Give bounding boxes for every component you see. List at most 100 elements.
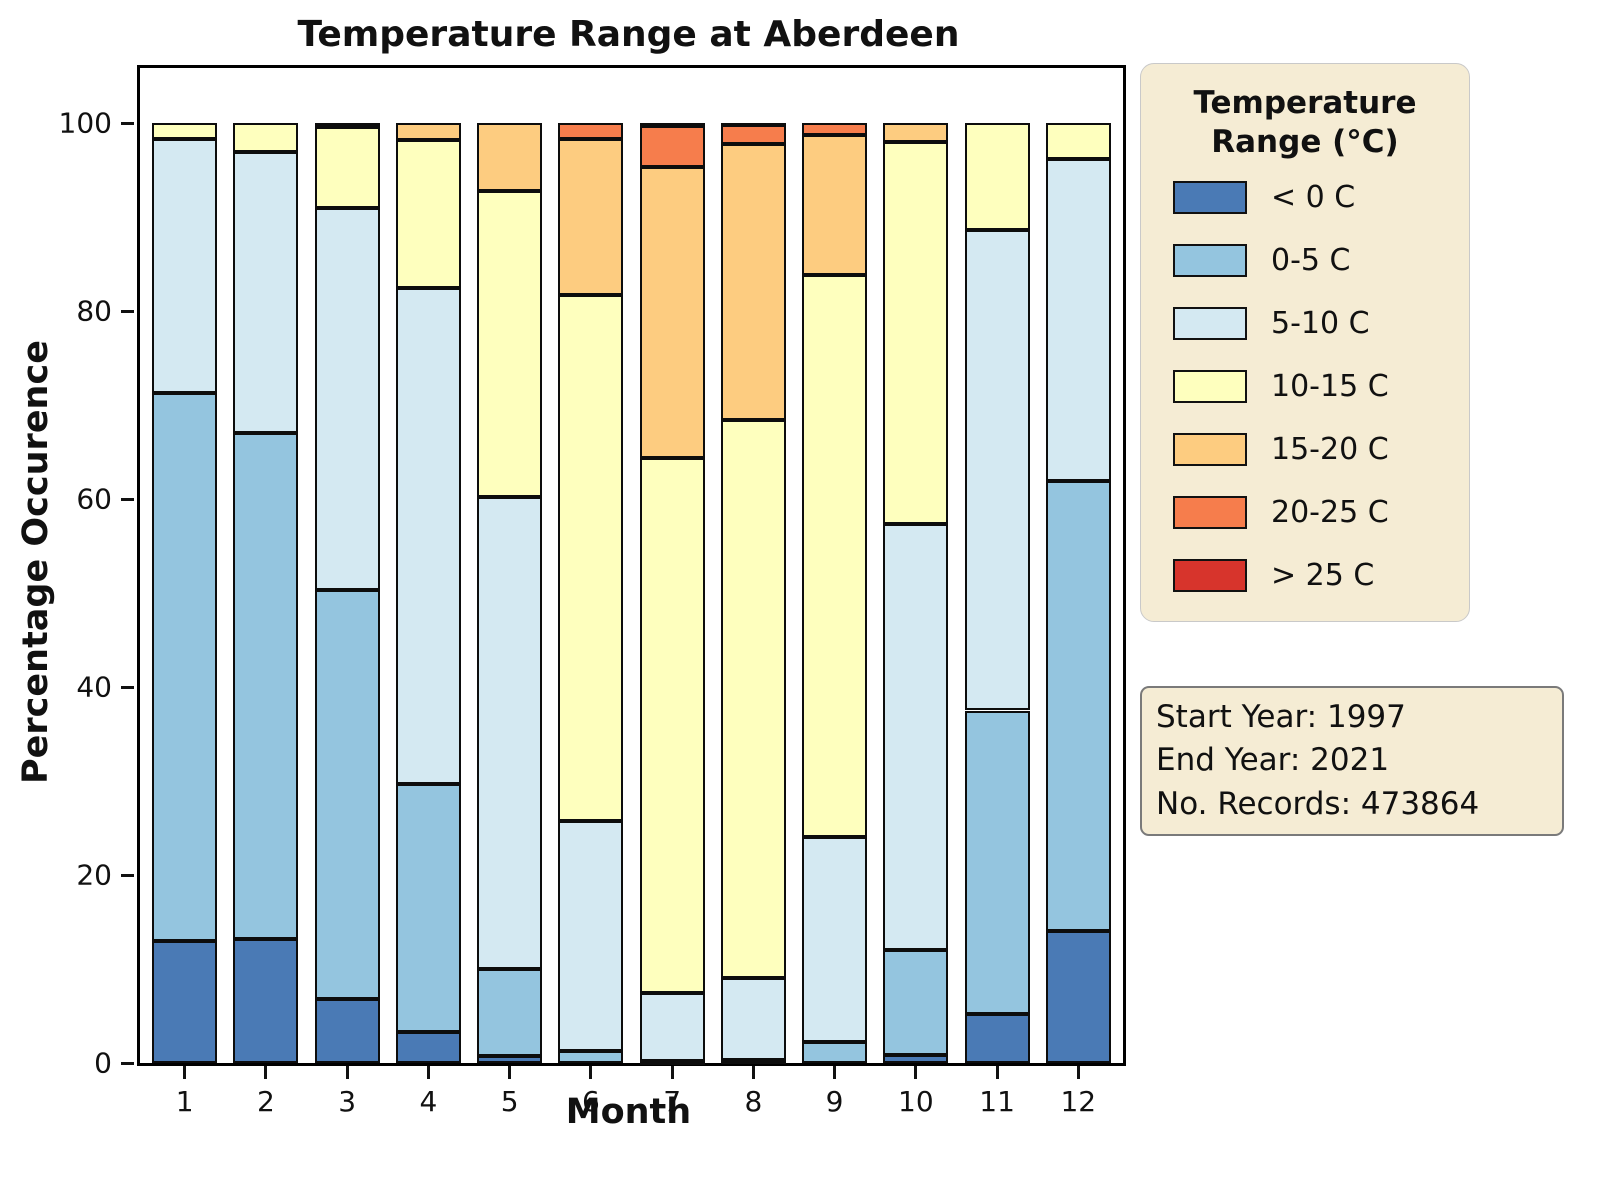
bar-segment xyxy=(558,1050,624,1063)
legend-label: 20-25 C xyxy=(1271,494,1389,530)
bar-segment xyxy=(477,969,543,1057)
legend-label: < 0 C xyxy=(1271,179,1356,215)
bar-segment xyxy=(233,123,299,153)
bar-segment xyxy=(1045,931,1111,1063)
bar-segment xyxy=(558,123,624,139)
legend-item: < 0 C xyxy=(1173,180,1451,215)
bar-segment xyxy=(395,123,461,140)
legend-swatch xyxy=(1173,432,1247,466)
x-tick-label: 8 xyxy=(744,1085,763,1118)
bar-segment xyxy=(639,167,705,458)
bar-segment xyxy=(883,141,949,525)
bar-segment xyxy=(395,783,461,1032)
info-box: Start Year: 1997 End Year: 2021 No. Reco… xyxy=(1140,686,1564,837)
bar-segment xyxy=(1045,158,1111,482)
y-axis-label: Percentage Occurence xyxy=(16,340,56,784)
x-tick-label: 5 xyxy=(500,1085,519,1118)
x-axis-label: Month xyxy=(565,1092,692,1132)
plot-area: 0 20 40 60 80 100 1 2 3 4 5 6 7 8 9 10 11 12 xyxy=(59,65,1126,1118)
bar-segment xyxy=(720,420,786,979)
bar-segment xyxy=(802,275,868,838)
x-tick-mark xyxy=(914,1066,918,1079)
x-tick-mark xyxy=(1076,1066,1080,1079)
legend-label: 0-5 C xyxy=(1271,242,1351,278)
bar-segment xyxy=(720,143,786,421)
x-tick-mark xyxy=(508,1066,512,1079)
legend-item: 0-5 C xyxy=(1173,243,1451,278)
bar-segment xyxy=(639,457,705,994)
bar-segment xyxy=(477,123,543,191)
x-tick-label: 7 xyxy=(663,1085,682,1118)
bar-segment xyxy=(639,1061,705,1066)
bar-segment xyxy=(395,1031,461,1063)
x-tick-label: 2 xyxy=(256,1085,275,1118)
x-tick-label: 9 xyxy=(825,1085,844,1118)
bar-segment xyxy=(233,152,299,434)
bar-segment xyxy=(314,126,380,208)
x-tick-label: 6 xyxy=(581,1085,600,1118)
x-tick-mark xyxy=(264,1066,268,1079)
y-tick-mark xyxy=(121,685,134,689)
y-tick-label: 20 xyxy=(76,858,112,892)
info-num-records: No. Records: 473864 xyxy=(1156,785,1480,822)
x-tick-label: 11 xyxy=(979,1085,1015,1118)
legend-items: < 0 C 0-5 C 5-10 C 10-15 C 15-20 C 20-25 C > 2… xyxy=(1159,180,1451,593)
bar-segment xyxy=(314,207,380,591)
legend-item: > 25 C xyxy=(1173,558,1451,593)
y-tick-mark xyxy=(121,873,134,877)
x-tick-label: 10 xyxy=(898,1085,934,1118)
y-tick-label: 80 xyxy=(76,294,112,328)
bar-segment xyxy=(314,590,380,1000)
bar-segment xyxy=(883,1055,949,1063)
legend-title: Temperature Range (°C) xyxy=(1193,85,1417,160)
bar-segment xyxy=(395,139,461,289)
x-tick-mark xyxy=(426,1066,430,1079)
bar-segment xyxy=(802,837,868,1043)
legend-item: 15-20 C xyxy=(1173,432,1451,467)
bar-segment xyxy=(1045,481,1111,932)
legend-item: 10-15 C xyxy=(1173,369,1451,404)
legend-swatch xyxy=(1173,243,1247,277)
bar-segment xyxy=(964,123,1030,231)
bar-segment xyxy=(1045,123,1111,159)
legend-swatch xyxy=(1173,180,1247,214)
legend-label: 15-20 C xyxy=(1271,431,1389,467)
bar-segment xyxy=(802,135,868,276)
x-tick-label: 4 xyxy=(419,1085,438,1118)
y-tick-mark xyxy=(121,497,134,501)
x-tick-label: 3 xyxy=(338,1085,357,1118)
x-tick-mark xyxy=(751,1066,755,1079)
bar-segment xyxy=(233,938,299,1063)
bar-segment xyxy=(314,999,380,1063)
legend-label: 5-10 C xyxy=(1271,305,1370,341)
bar-segment xyxy=(964,1014,1030,1063)
bar-segment xyxy=(395,288,461,784)
x-tick-mark xyxy=(833,1066,837,1079)
y-tick-mark xyxy=(121,309,134,313)
bar-segment xyxy=(477,190,543,498)
bar-segment xyxy=(477,497,543,969)
bar-segment xyxy=(720,1060,786,1065)
bar-segment xyxy=(964,710,1030,1015)
info-start-year: Start Year: 1997 xyxy=(1156,699,1406,735)
bar-segment xyxy=(720,978,786,1061)
bar-segment xyxy=(802,123,868,136)
x-tick-mark xyxy=(183,1066,187,1079)
x-tick-mark xyxy=(589,1066,593,1079)
bar-segment xyxy=(152,940,218,1063)
legend-item: 20-25 C xyxy=(1173,495,1451,530)
bar-segment xyxy=(477,1056,543,1063)
y-tick-label: 60 xyxy=(76,482,112,516)
legend-label: > 25 C xyxy=(1271,557,1375,593)
y-tick-mark xyxy=(121,121,134,125)
bar-segment xyxy=(233,433,299,939)
x-tick-mark xyxy=(670,1066,674,1079)
bar-segment xyxy=(558,295,624,822)
bar-segment xyxy=(802,1042,868,1063)
legend-item: 5-10 C xyxy=(1173,306,1451,341)
y-tick-label: 0 xyxy=(94,1046,112,1080)
bar-segment xyxy=(883,123,949,142)
bar-segment xyxy=(558,821,624,1051)
info-end-year: End Year: 2021 xyxy=(1156,742,1390,779)
